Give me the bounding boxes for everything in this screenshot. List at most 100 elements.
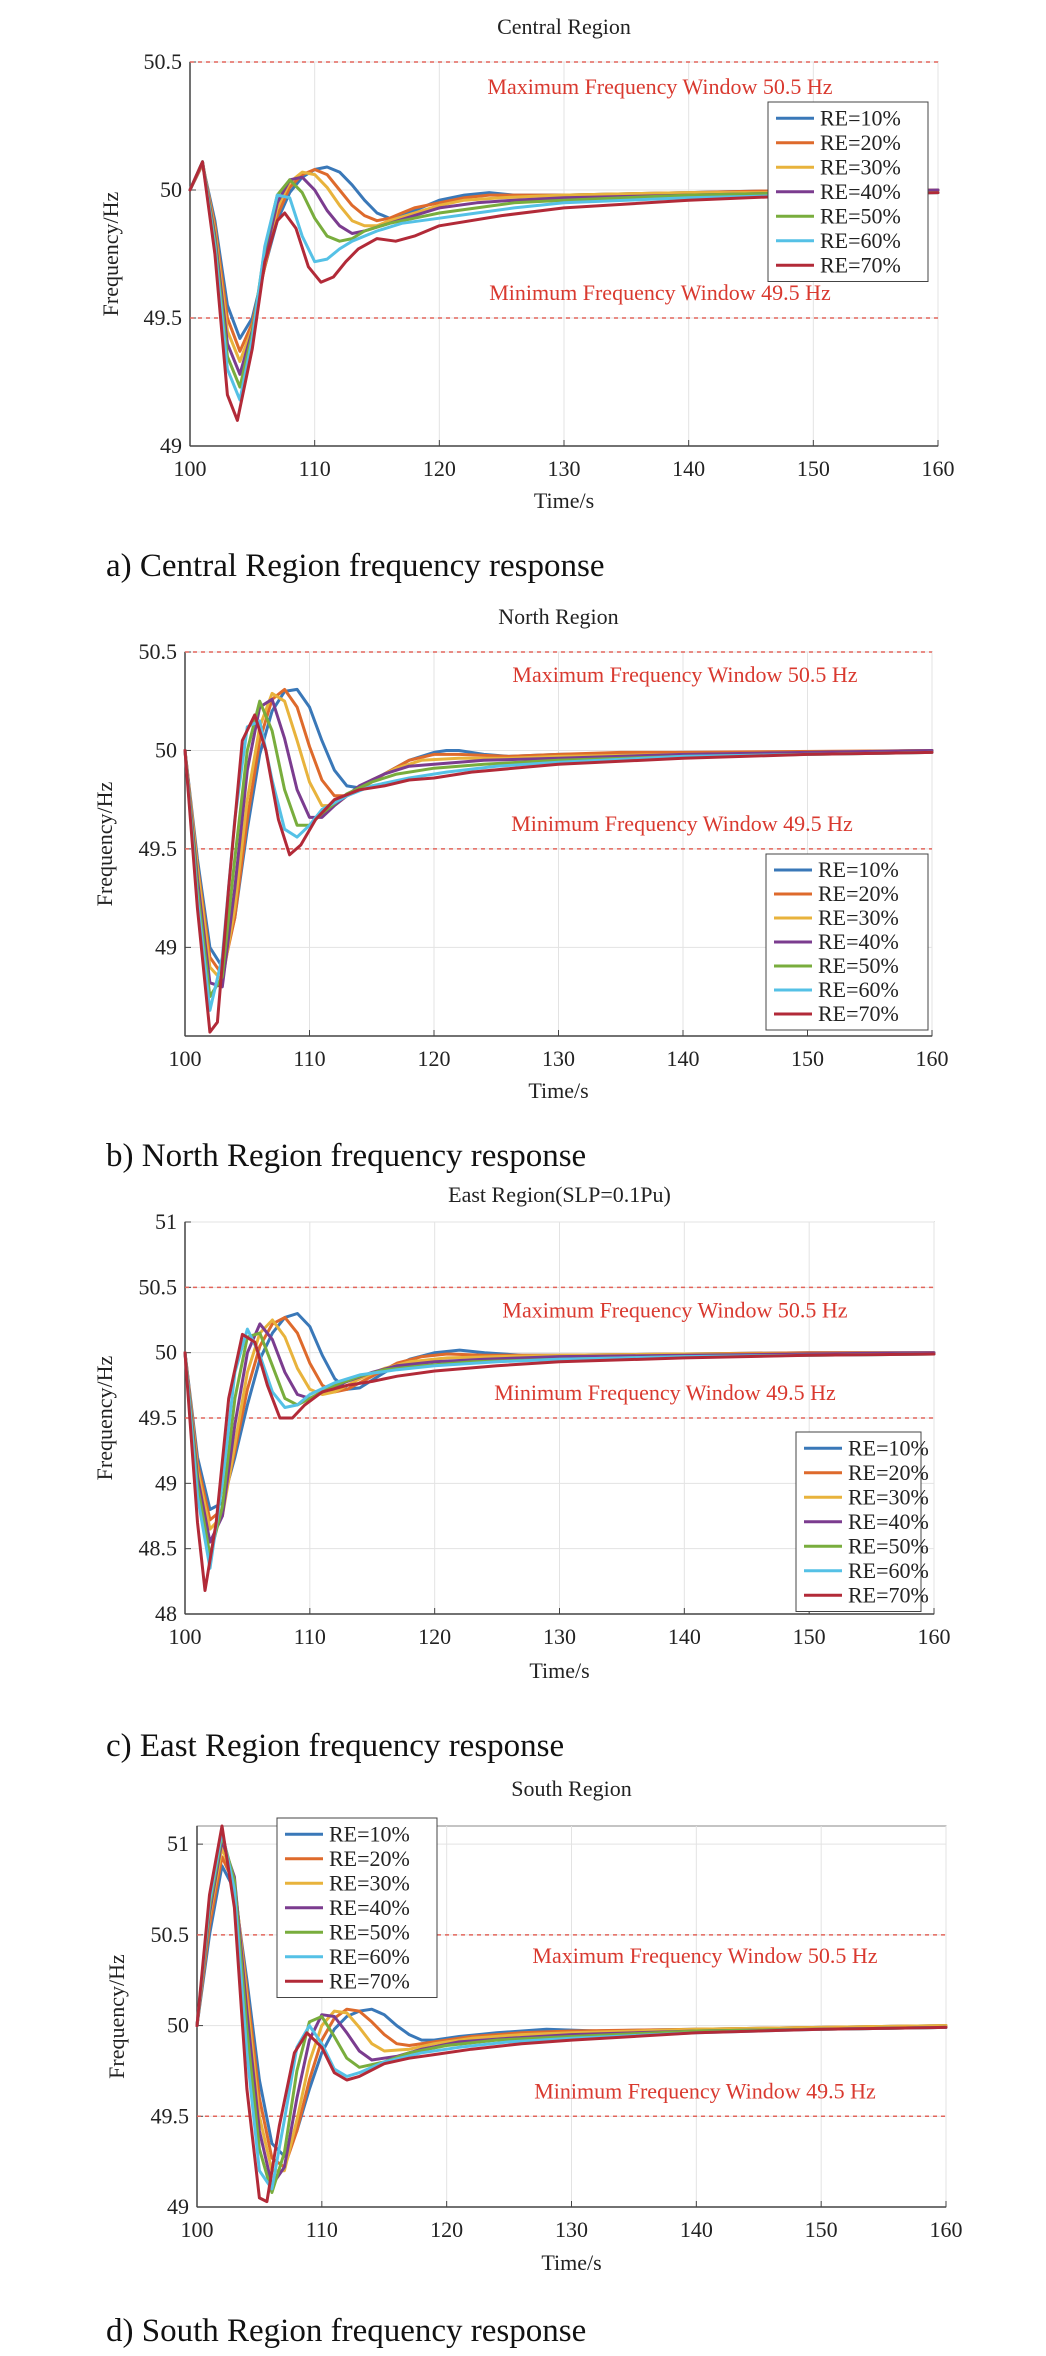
y-axis-label: Frequency/Hz (98, 191, 123, 316)
y-tick-label: 48.5 (139, 1536, 178, 1561)
min-frequency-label: Minimum Frequency Window 49.5 Hz (489, 280, 831, 305)
series-line-60 (195, 1829, 948, 2191)
legend-label: RE=10% (848, 1435, 929, 1460)
caption-north: b) North Region frequency response (106, 1138, 587, 1174)
x-tick-label: 160 (930, 2217, 963, 2242)
x-tick-label: 110 (299, 456, 331, 481)
x-tick-label: 140 (672, 456, 705, 481)
legend-label: RE=70% (818, 1001, 899, 1026)
max-frequency-label: Maximum Frequency Window 50.5 Hz (487, 74, 832, 99)
series-line-70 (195, 1824, 948, 2204)
min-frequency-label: Minimum Frequency Window 49.5 Hz (494, 1380, 836, 1405)
legend-label: RE=40% (848, 1509, 929, 1534)
caption-east: c) East Region frequency response (106, 1728, 565, 1764)
x-tick-label: 100 (181, 2217, 214, 2242)
legend-label: RE=50% (818, 953, 899, 978)
y-tick-label: 50 (155, 737, 177, 762)
y-tick-label: 49.5 (151, 2103, 190, 2128)
chart-south-region: 100 110 120 130 140 150 160 49 49.5 50 50.5 51 Maxim… (104, 1776, 963, 2275)
caption-central: a) Central Region frequency response (106, 548, 605, 584)
max-frequency-label: Maximum Frequency Window 50.5 Hz (512, 662, 857, 687)
y-tick-label: 50.5 (151, 1922, 190, 1947)
x-tick-label: 100 (174, 456, 207, 481)
legend-label: RE=20% (818, 881, 899, 906)
legend-label: RE=60% (329, 1944, 410, 1969)
legend-label: RE=40% (818, 929, 899, 954)
series-line-20 (188, 162, 940, 353)
chart-panel-east: 100 110 120 130 140 150 160 48 48.5 49 49.5 50 50.5 5… (0, 1180, 1046, 1770)
x-tick-label: 110 (306, 2217, 338, 2242)
legend-label: RE=10% (818, 857, 899, 882)
x-axis-label: Time/s (541, 2250, 601, 2275)
chart-title: East Region(SLP=0.1Pu) (448, 1182, 671, 1207)
legend-box (767, 101, 929, 282)
y-tick-label: 49 (167, 2194, 189, 2219)
legend-label: RE=30% (848, 1484, 929, 1509)
y-tick-label: 50.5 (144, 49, 183, 74)
chart-title: Central Region (497, 14, 631, 39)
x-tick-label: 120 (418, 1046, 451, 1071)
y-tick-label: 51 (155, 1209, 177, 1234)
chart-panel-south: 100 110 120 130 140 150 160 49 49.5 50 50.5 51 Maxim… (0, 1770, 1046, 2356)
x-tick-label: 130 (548, 456, 581, 481)
y-tick-label: 50 (155, 1340, 177, 1365)
legend-label: RE=70% (329, 1968, 410, 1993)
series-line-60 (183, 1327, 936, 1570)
chart-title: North Region (498, 604, 618, 629)
y-axis-label: Frequency/Hz (92, 1355, 117, 1480)
x-tick-label: 120 (418, 1624, 451, 1649)
x-axis-label: Time/s (534, 488, 594, 513)
series-line-40 (188, 160, 940, 376)
y-tick-label: 51 (167, 1831, 189, 1856)
legend-label: RE=50% (848, 1533, 929, 1558)
x-tick-label: 160 (918, 1624, 951, 1649)
legend-label: RE=60% (848, 1558, 929, 1583)
series-line-30 (188, 160, 940, 363)
x-tick-label: 150 (791, 1046, 824, 1071)
chart-title: South Region (511, 1776, 631, 1801)
legend-label: RE=40% (329, 1895, 410, 1920)
chart-north-region: 100 110 120 130 140 150 160 49 49.5 50 50.5 Maximum… (92, 604, 949, 1103)
legend-box (795, 1431, 922, 1612)
y-axis-label: Frequency/Hz (92, 781, 117, 906)
x-tick-label: 150 (805, 2217, 838, 2242)
max-frequency-label: Maximum Frequency Window 50.5 Hz (532, 1943, 877, 1968)
y-axis-label: Frequency/Hz (104, 1954, 129, 2079)
max-frequency-label: Maximum Frequency Window 50.5 Hz (502, 1297, 847, 1322)
legend-label: RE=70% (848, 1582, 929, 1607)
y-tick-label: 50.5 (139, 1274, 178, 1299)
x-tick-label: 140 (667, 1046, 700, 1071)
y-tick-label: 49 (155, 1470, 177, 1495)
chart-panel-central: 100 110 120 130 140 150 160 49 49.5 50 50.5 Maximum… (0, 0, 1046, 590)
series-line-50 (188, 160, 940, 389)
x-tick-label: 160 (922, 456, 955, 481)
x-tick-label: 120 (430, 2217, 463, 2242)
x-axis-label: Time/s (529, 1658, 589, 1683)
y-tick-label: 48 (155, 1601, 177, 1626)
series-line-70 (183, 713, 934, 1034)
legend-label: RE=30% (818, 905, 899, 930)
legend-label: RE=30% (820, 154, 901, 179)
x-tick-label: 120 (423, 456, 456, 481)
x-tick-label: 160 (916, 1046, 949, 1071)
y-tick-label: 49.5 (144, 305, 183, 330)
chart-central-region: 100 110 120 130 140 150 160 49 49.5 50 50.5 Maximum… (98, 14, 955, 513)
legend-label: RE=50% (820, 203, 901, 228)
legend-label: RE=10% (329, 1821, 410, 1846)
legend-label: RE=60% (818, 977, 899, 1002)
legend-label: RE=50% (329, 1919, 410, 1944)
y-tick-label: 50 (167, 2013, 189, 2038)
x-tick-label: 130 (542, 1046, 575, 1071)
legend-label: RE=40% (820, 179, 901, 204)
y-tick-label: 49 (160, 433, 182, 458)
y-tick-label: 49.5 (139, 836, 178, 861)
x-tick-label: 110 (293, 1046, 325, 1071)
x-tick-label: 130 (543, 1624, 576, 1649)
y-tick-label: 50 (160, 177, 182, 202)
x-tick-label: 150 (797, 456, 830, 481)
legend-label: RE=20% (820, 130, 901, 155)
series-line-70 (183, 1332, 936, 1592)
y-tick-label: 49 (155, 934, 177, 959)
min-frequency-label: Minimum Frequency Window 49.5 Hz (534, 2078, 876, 2103)
y-tick-label: 49.5 (139, 1405, 178, 1430)
